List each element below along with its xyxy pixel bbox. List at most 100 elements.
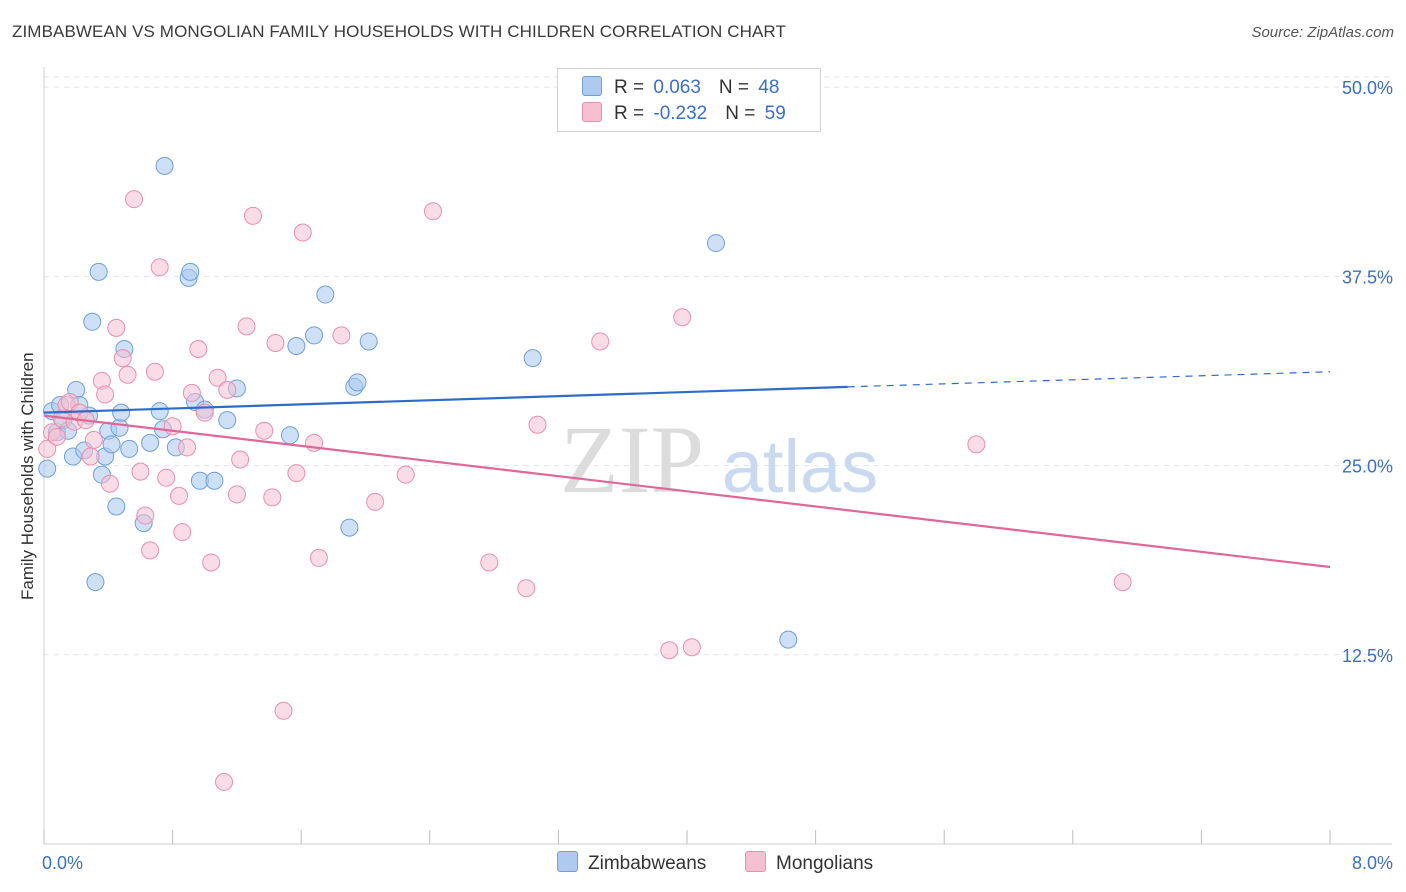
legend-r-value: 0.063 bbox=[653, 77, 701, 98]
watermark-atlas: atlas bbox=[722, 425, 878, 508]
zimbabweans-point bbox=[348, 373, 367, 392]
zimbabweans-trend-extension bbox=[847, 371, 1331, 388]
zimbabweans-point bbox=[305, 326, 324, 345]
zimbabweans-point bbox=[523, 349, 542, 368]
zimbabweans-point bbox=[110, 418, 129, 437]
zimbabweans-point bbox=[287, 337, 306, 356]
legend-swatch-mongolians bbox=[582, 102, 602, 122]
zimbabweans-trend-line bbox=[43, 385, 848, 414]
mongolians-point bbox=[967, 435, 986, 454]
zimbabweans-point bbox=[280, 426, 299, 445]
mongolians-point bbox=[173, 523, 192, 542]
mongolians-point bbox=[424, 202, 443, 221]
chart-source: Source: ZipAtlas.com bbox=[1251, 24, 1394, 41]
zimbabweans-point bbox=[120, 439, 139, 458]
legend-n-value: 59 bbox=[764, 103, 786, 124]
mongolians-point bbox=[1113, 573, 1132, 592]
bottom-legend-zimbabweans[interactable]: Zimbabweans bbox=[557, 851, 706, 875]
zimbabweans-point bbox=[779, 630, 798, 649]
legend-swatch-zimbabweans bbox=[582, 76, 602, 96]
mongolians-points bbox=[38, 190, 1132, 791]
mongolians-point bbox=[237, 317, 256, 336]
zimbabweans-point bbox=[102, 435, 121, 454]
zimbabweans-points bbox=[38, 156, 798, 649]
zimbabweans-point bbox=[359, 332, 378, 351]
y-tick-label: 50.0% bbox=[1342, 78, 1393, 98]
bottom-legend-swatch-zimbabweans bbox=[557, 851, 578, 872]
bottom-legend-mongolians[interactable]: Mongolians bbox=[745, 851, 873, 875]
watermark-zip: ZIP bbox=[560, 406, 704, 513]
mongolians-point bbox=[480, 553, 499, 572]
zimbabweans-point bbox=[83, 312, 102, 331]
legend-n-label: N = bbox=[718, 77, 755, 98]
mongolians-point bbox=[255, 421, 274, 440]
legend-r-label: R = bbox=[614, 77, 650, 98]
mongolians-point bbox=[366, 492, 385, 511]
mongolians-point bbox=[332, 326, 351, 345]
watermark: ZIP atlas bbox=[560, 406, 878, 513]
x-tick-label: 0.0% bbox=[42, 853, 83, 873]
legend-n-value: 48 bbox=[758, 77, 780, 98]
trend-lines bbox=[43, 371, 1331, 569]
mongolians-point bbox=[591, 332, 610, 351]
y-tick-label: 25.0% bbox=[1342, 457, 1393, 477]
zimbabweans-point bbox=[181, 262, 200, 281]
mongolians-point bbox=[47, 427, 66, 446]
bottom-legend-label-zimbabweans: Zimbabweans bbox=[588, 853, 707, 874]
zimbabweans-point bbox=[706, 234, 725, 253]
y-tick-label: 12.5% bbox=[1342, 646, 1393, 666]
mongolians-point bbox=[125, 190, 144, 209]
mongolians-point bbox=[660, 641, 679, 660]
mongolians-point bbox=[528, 415, 547, 434]
zimbabweans-point bbox=[38, 459, 57, 478]
zimbabweans-point bbox=[89, 262, 108, 281]
mongolians-point bbox=[231, 450, 250, 469]
mongolians-point bbox=[113, 349, 132, 368]
mongolians-point bbox=[396, 465, 415, 484]
zimbabweans-point bbox=[141, 433, 160, 452]
x-tick-label: 8.0% bbox=[1352, 853, 1393, 873]
mongolians-point bbox=[84, 430, 103, 449]
mongolians-point bbox=[145, 362, 164, 381]
mongolians-point bbox=[227, 485, 246, 504]
y-axis-label: Family Households with Children bbox=[18, 352, 37, 600]
zimbabweans-point bbox=[112, 403, 131, 422]
mongolians-point bbox=[309, 548, 328, 567]
mongolians-point bbox=[182, 383, 201, 402]
legend-r-label: R = bbox=[614, 103, 650, 124]
bottom-legend-swatch-mongolians bbox=[745, 851, 766, 872]
mongolians-point bbox=[131, 462, 150, 481]
mongolians-point bbox=[38, 439, 57, 458]
mongolians-point bbox=[157, 468, 176, 487]
mongolians-point bbox=[96, 385, 115, 404]
mongolians-point bbox=[266, 333, 285, 352]
zimbabweans-point bbox=[218, 411, 237, 430]
mongolians-point bbox=[81, 447, 100, 466]
mongolians-point bbox=[150, 258, 169, 277]
mongolians-point bbox=[517, 579, 536, 598]
grid-lines bbox=[44, 76, 1392, 656]
chart-title: ZIMBABWEAN VS MONGOLIAN FAMILY HOUSEHOLD… bbox=[12, 22, 786, 41]
mongolians-point bbox=[202, 553, 221, 572]
mongolians-point bbox=[178, 438, 197, 457]
mongolians-point bbox=[208, 368, 227, 387]
mongolians-point bbox=[682, 638, 701, 657]
mongolians-point bbox=[141, 541, 160, 560]
mongolians-point bbox=[215, 772, 234, 791]
zimbabweans-point bbox=[316, 285, 335, 304]
zimbabweans-point bbox=[340, 518, 359, 537]
tick-labels: 12.5% 25.0% 37.5% 50.0% 0.0% 8.0% bbox=[42, 78, 1393, 873]
mongolians-point bbox=[218, 380, 237, 399]
mongolians-point bbox=[107, 318, 126, 337]
legend-row-zimbabweans: R = 0.063 N = 48 bbox=[582, 76, 779, 99]
zimbabweans-point bbox=[107, 497, 126, 516]
legend-row-mongolians: R = -0.232 N = 59 bbox=[582, 102, 786, 125]
zimbabweans-point bbox=[86, 573, 105, 592]
mongolians-point bbox=[118, 365, 137, 384]
mongolians-point bbox=[293, 223, 312, 242]
zimbabweans-point bbox=[155, 156, 174, 175]
zimbabweans-point bbox=[150, 402, 169, 421]
bottom-legend-label-mongolians: Mongolians bbox=[776, 853, 874, 874]
zimbabweans-point bbox=[205, 471, 224, 490]
